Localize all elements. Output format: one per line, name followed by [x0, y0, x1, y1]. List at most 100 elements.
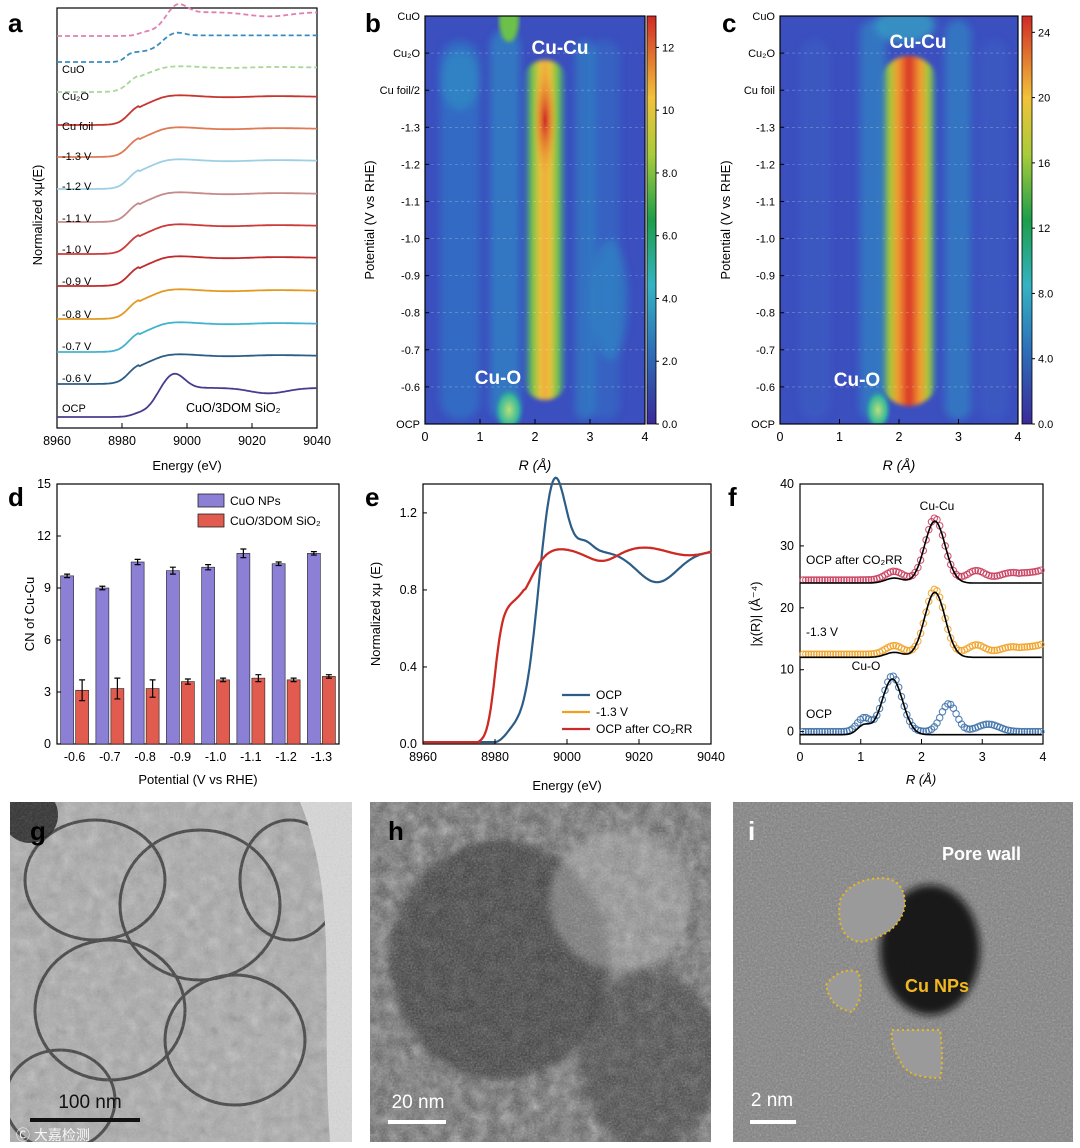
panel-b-gridlines	[425, 52, 645, 388]
legend-swatch-cuo-nps	[197, 493, 225, 508]
heatmap-ytick-label: -0.8	[756, 308, 775, 320]
error-bar	[290, 677, 297, 683]
panel-e-frame	[422, 483, 712, 745]
panel-f-cu-o-label: Cu-O	[852, 659, 881, 673]
panel-e-ytick-label: 0.4	[400, 660, 417, 674]
bar-cuo-nps--1.1	[236, 553, 251, 745]
panel-a-curve-12	[57, 3, 317, 37]
panel-f-data-point	[875, 704, 884, 713]
legend-label-ocp: OCP	[596, 688, 622, 702]
panel-i-cu-nps-label: Cu NPs	[905, 976, 969, 996]
heatmap-xtick-label: 1	[477, 430, 484, 444]
panel-a-label-8: -1.3 V	[62, 151, 92, 163]
panel-g-tem-image: g 100 nm Ⓒ 大嘉检测	[10, 802, 352, 1143]
panel-f-xticks: 0 1 2 3 4	[797, 739, 1047, 764]
colorbar-tick-label: 20	[1038, 93, 1050, 105]
panel-f-fit-chart: 0 10 20 30 40 0 1 2 3 4 OCP after CO₂RR -1.3 V O…	[748, 477, 1047, 787]
panel-f-data-point	[1001, 644, 1010, 652]
panel-f-data-point	[859, 713, 867, 722]
bar-cuo-nps--0.7	[95, 587, 110, 745]
panel-f-data-point	[944, 700, 952, 708]
heatmap-ytick-label: -1.3	[756, 122, 775, 134]
panel-c-cu-o-label: Cu-O	[834, 370, 880, 391]
panel-c-cu-o-blob	[864, 388, 892, 424]
panel-f-cu-cu-label: Cu-Cu	[920, 499, 955, 513]
error-bar	[205, 564, 212, 571]
heatmap-ytick-label: Cu foil	[744, 85, 775, 97]
panel-a-xtick-label: 9040	[303, 434, 331, 448]
panel-f-fit-line-1	[800, 591, 1042, 659]
panel-f-data-point	[952, 709, 960, 718]
heatmap-xtick-label: 0	[777, 430, 784, 444]
panel-f-data-point	[1023, 643, 1031, 651]
panel-a-annotation: CuO/3DOM SiO₂	[186, 401, 281, 415]
panel-a-curve-5	[57, 223, 317, 255]
heatmap-ytick-label: -0.8	[401, 308, 420, 320]
panel-b-cu-o-blob	[493, 386, 525, 424]
bar-cuo-3dom--1.2	[286, 679, 301, 745]
panel-f-data-point	[990, 646, 999, 655]
panel-d-xtick-label: -1.2	[275, 750, 297, 764]
colorbar-tick-label: 0.0	[662, 419, 677, 431]
panel-a-label-10: Cu₂O	[62, 91, 89, 103]
panel-b-xlabel: R (Å)	[519, 457, 552, 473]
panel-f-data-point	[922, 536, 930, 544]
heatmap-ytick-label: Cu foil/2	[380, 85, 420, 97]
panel-a-curve-3	[57, 288, 317, 320]
legend-swatch-cuo-3dom	[197, 513, 225, 528]
panel-a-curve-0	[57, 372, 317, 418]
legend-label-cuo-3dom: CuO/3DOM SiO₂	[230, 514, 321, 528]
panel-f-data-point	[935, 713, 944, 722]
panel-f-data-point	[1001, 569, 1010, 578]
heatmap-ytick-label: -1.2	[756, 159, 775, 171]
colorbar-tick-label: 16	[1038, 158, 1050, 170]
panel-d-xticks: -0.6 -0.7 -0.8 -0.9 -1.0 -1.1 -1.2 -1.3	[64, 750, 332, 764]
panel-f-data-point	[1037, 640, 1045, 649]
panel-e-line-chart: 0.0 0.4 0.8 1.2 8960 8980 9000 9020 9040 OCP -1…	[368, 476, 725, 793]
panel-e-xtick-label: 9020	[625, 750, 653, 764]
panel-d-xtick-label: -1.0	[205, 750, 227, 764]
panel-c-colorbar	[1021, 15, 1033, 425]
heatmap-ytick-label: -1.3	[401, 122, 420, 134]
error-bar	[184, 678, 191, 685]
heatmap-xtick-label: 1	[836, 430, 843, 444]
bar-cuo-3dom--0.9	[181, 681, 195, 745]
panel-f-data-point	[1026, 568, 1034, 577]
heatmap-ytick-label: -1.1	[401, 196, 420, 208]
panel-f-xtick-label: 2	[918, 750, 925, 764]
panel-f-data-point	[987, 646, 996, 655]
panel-e-xtick-label: 9000	[553, 750, 581, 764]
panel-a-curve-2	[57, 321, 317, 353]
panel-f-data-point	[1007, 568, 1015, 577]
panel-f-data-point	[889, 567, 898, 576]
panel-a-label-0: OCP	[62, 403, 86, 415]
panel-f-data-point	[993, 646, 1001, 654]
heatmap-ytick-label: OCP	[396, 419, 420, 431]
panel-f-xtick-label: 0	[797, 750, 804, 764]
heatmap-ytick-label: Cu₂O	[393, 48, 420, 60]
panel-a-curve-9	[57, 94, 317, 126]
panel-f-ytick-label: 20	[780, 601, 794, 615]
panel-f-data-point	[914, 637, 922, 645]
panel-d-ytick-label: 9	[44, 581, 51, 595]
panel-f-data-point	[990, 572, 999, 580]
panel-letter-g: g	[30, 816, 46, 846]
panel-f-data-point	[1012, 643, 1021, 651]
panel-f-data-point	[1004, 643, 1012, 652]
bar-cuo-3dom--1.1	[251, 677, 266, 745]
panel-a-curves	[57, 3, 317, 418]
colorbar-tick-label: 4.0	[1038, 354, 1053, 366]
panel-e-curves	[423, 476, 712, 744]
colorbar-tick-label: 4.0	[662, 293, 677, 305]
panel-c-ripples	[800, 16, 1008, 420]
panel-f-data-point	[993, 572, 1001, 580]
panel-a-label-7: -1.2 V	[62, 181, 92, 193]
heatmap-ytick-label: -1.1	[756, 196, 775, 208]
panel-f-label-13v: -1.3 V	[806, 625, 838, 639]
heatmap-ytick-label: OCP	[751, 419, 775, 431]
panel-d-xtick-label: -0.9	[170, 750, 192, 764]
colorbar-tick-label: 0.0	[1038, 419, 1053, 431]
panel-a-xticks: 8960 8980 9000 9020 9040	[43, 423, 331, 448]
panel-letter-f: f	[728, 482, 737, 512]
bar-cuo-nps--1.3	[307, 553, 321, 745]
